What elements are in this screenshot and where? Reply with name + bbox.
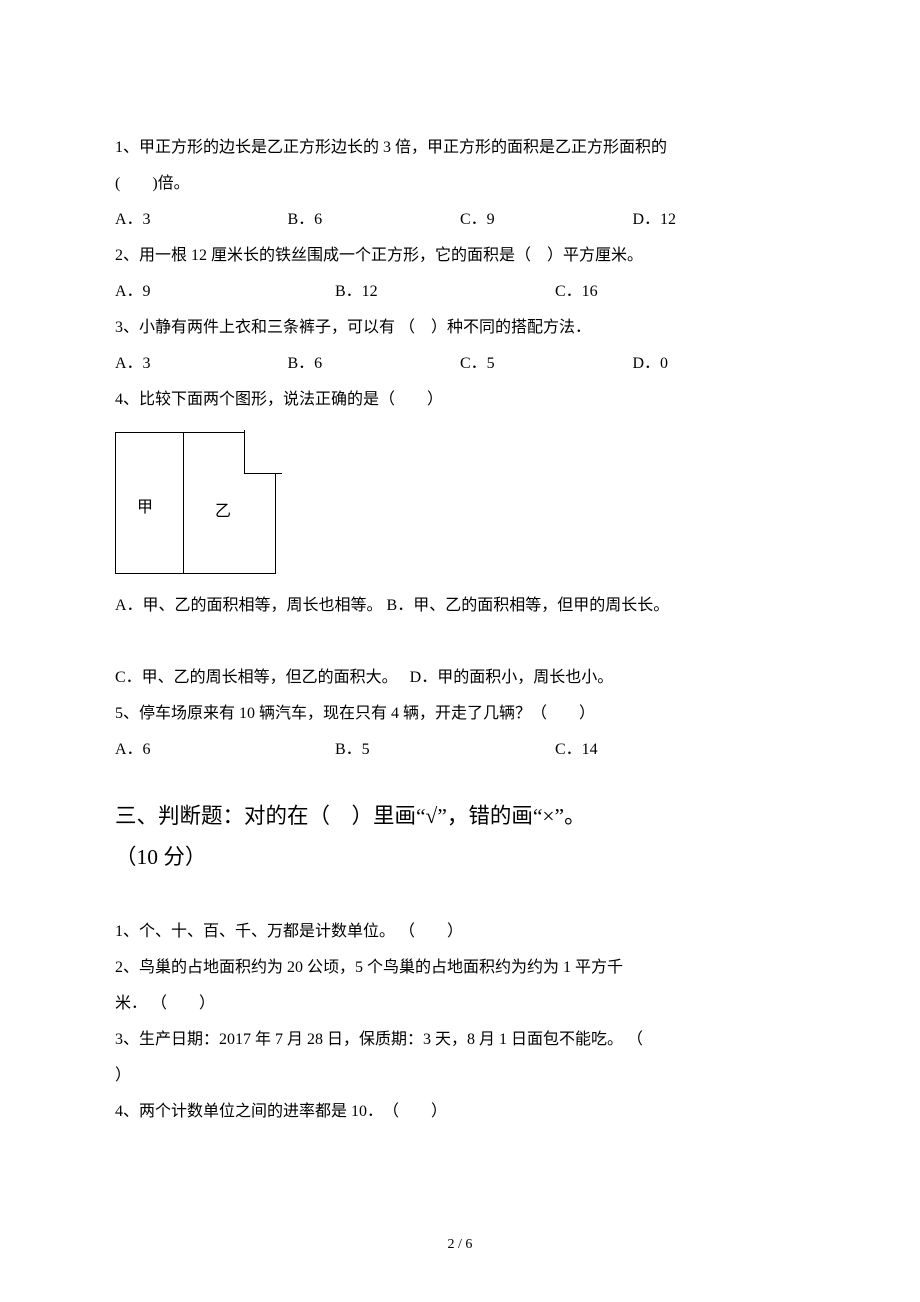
q3-text: 3、小静有两件上衣和三条裤子，可以有 （ ）种不同的搭配方法． [115, 310, 805, 346]
q2-options: A．9 B．12 C．16 [115, 274, 805, 310]
page-footer: 2 / 6 [0, 1229, 920, 1261]
section3-title: 三、判断题：对的在（ ）里画“√”，错的画“×”。 （10 分） [115, 796, 805, 878]
q5-opt-c: C．14 [555, 732, 775, 768]
q5-opt-b: B．5 [335, 732, 555, 768]
q1-opt-c: C．9 [460, 202, 633, 238]
q4-opts-ab: A．甲、乙的面积相等，周长也相等。 B．甲、乙的面积相等，但甲的周长长。 [115, 588, 805, 624]
q1-line2: ( )倍。 [115, 166, 805, 202]
judge-2b: 米． （ ） [115, 986, 805, 1022]
q3-opt-d: D．0 [633, 346, 806, 382]
judge-1: 1、个、十、百、千、万都是计数单位。 （ ） [115, 914, 805, 950]
q5-opt-a: A．6 [115, 732, 335, 768]
figure-label-yi: 乙 [215, 494, 231, 530]
q3-opt-c: C．5 [460, 346, 633, 382]
q4-blank [115, 624, 805, 660]
q4-opts-cd: C．甲、乙的周长相等，但乙的面积大。 D．甲的面积小，周长也小。 [115, 660, 805, 696]
section3-title-line2: （10 分） [115, 837, 805, 878]
judge-2a: 2、鸟巢的占地面积约为 20 公顷，5 个鸟巢的占地面积约为约为 1 平方千 [115, 950, 805, 986]
figure-label-jia: 甲 [137, 490, 153, 526]
q5-options: A．6 B．5 C．14 [115, 732, 805, 768]
q3-opt-a: A．3 [115, 346, 288, 382]
q4-text: 4、比较下面两个图形，说法正确的是（ ） [115, 382, 805, 418]
page: 1、甲正方形的边长是乙正方形边长的 3 倍，甲正方形的面积是乙正方形面积的 ( … [0, 0, 920, 1302]
q2-opt-b: B．12 [335, 274, 555, 310]
q4-figure: 甲 乙 [115, 432, 280, 578]
q1-options: A．3 B．6 C．9 D．12 [115, 202, 805, 238]
q5-text: 5、停车场原来有 10 辆汽车，现在只有 4 辆，开走了几辆？（ ） [115, 696, 805, 732]
q1-line1: 1、甲正方形的边长是乙正方形边长的 3 倍，甲正方形的面积是乙正方形面积的 [115, 130, 805, 166]
judge-4: 4、两个计数单位之间的进率都是 10． （ ） [115, 1094, 805, 1130]
q1-opt-a: A．3 [115, 202, 288, 238]
section3-title-line1: 三、判断题：对的在（ ）里画“√”，错的画“×”。 [115, 796, 805, 837]
q3-options: A．3 B．6 C．5 D．0 [115, 346, 805, 382]
q1-opt-d: D．12 [633, 202, 806, 238]
figure-notch [244, 430, 282, 474]
q2-text: 2、用一根 12 厘米长的铁丝围成一个正方形，它的面积是（ ）平方厘米。 [115, 238, 805, 274]
q1-opt-b: B．6 [288, 202, 461, 238]
q3-opt-b: B．6 [288, 346, 461, 382]
q2-opt-c: C．16 [555, 274, 775, 310]
judge-3a: 3、生产日期：2017 年 7 月 28 日，保质期：3 天，8 月 1 日面包… [115, 1022, 805, 1058]
figure-divider [183, 432, 184, 574]
q2-opt-a: A．9 [115, 274, 335, 310]
judge-3b: ） [115, 1058, 805, 1094]
